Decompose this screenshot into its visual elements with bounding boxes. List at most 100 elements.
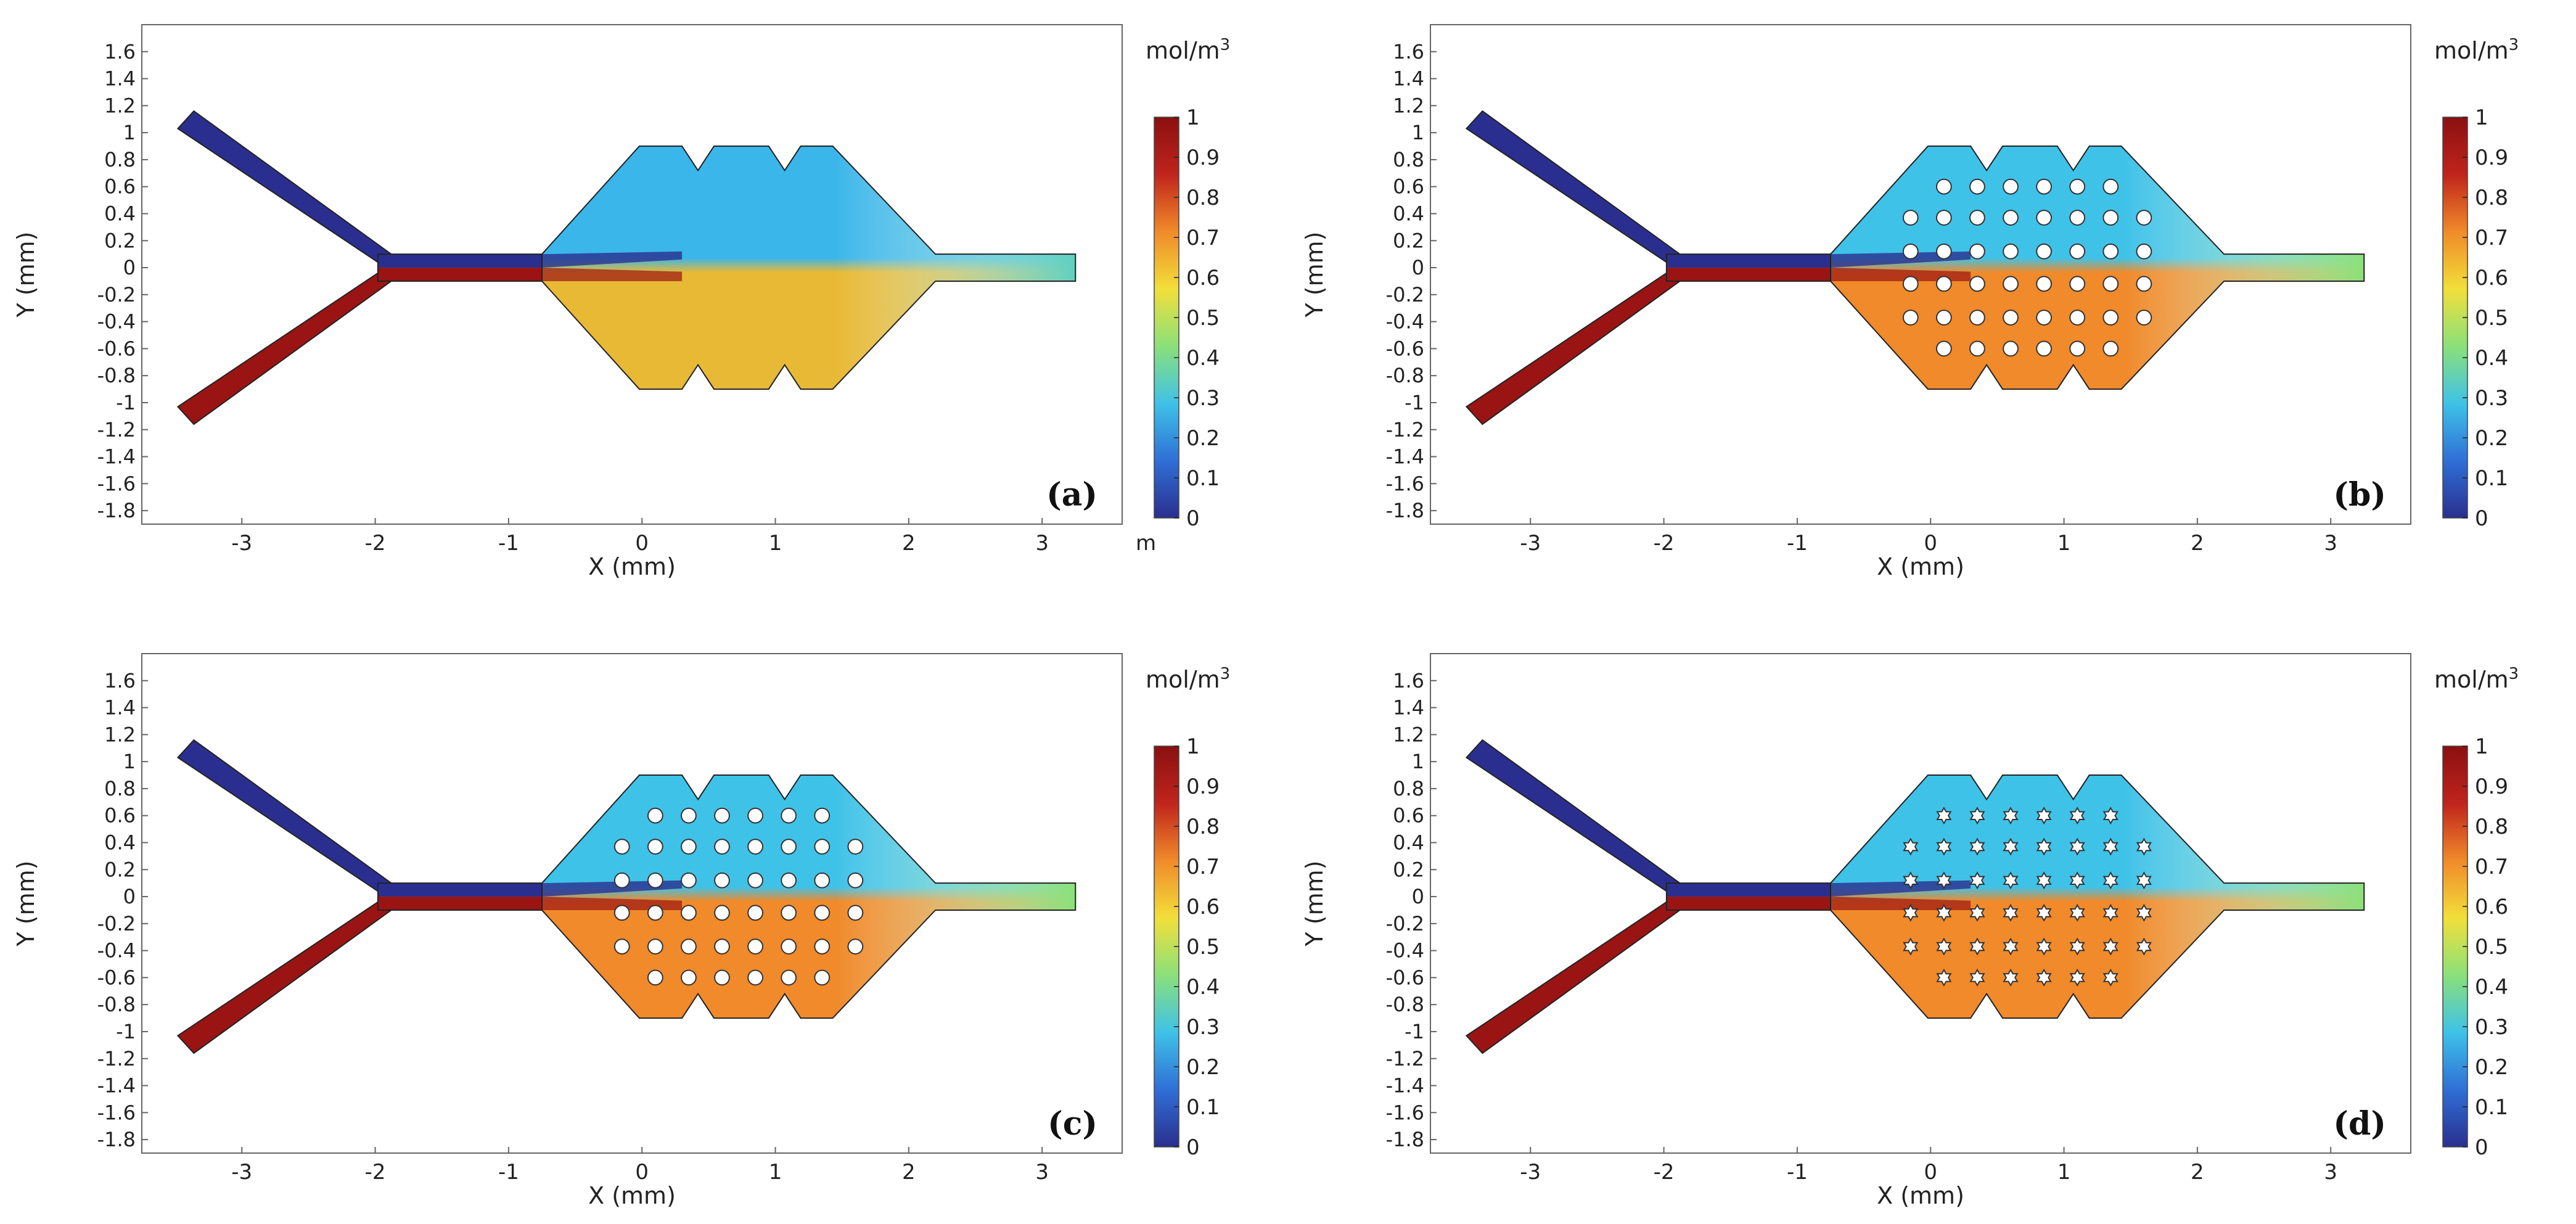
colorbar-tick-label: 0.4 — [1186, 975, 1220, 1000]
y-tick-label: 1.6 — [104, 669, 136, 692]
x-tick-label: 2 — [2191, 531, 2204, 556]
obstacle-star — [2069, 903, 2085, 922]
y-tick-label: 0.8 — [104, 777, 136, 800]
mixing-channel-upper — [1666, 254, 1831, 268]
obstacle-circle — [1969, 310, 1985, 326]
obstacle-circle — [2069, 340, 2086, 357]
obstacle-star — [2036, 903, 2052, 922]
x-axis-label: X (mm) — [588, 1182, 676, 1209]
y-tick-label: -1.8 — [97, 1128, 136, 1151]
colorbar-tick-label: 0.3 — [2475, 1015, 2508, 1040]
obstacle-star — [2136, 903, 2152, 922]
y-tick-label: 0.6 — [104, 175, 136, 199]
obstacle-circle — [2102, 178, 2119, 195]
obstacle-circle — [1969, 210, 1985, 226]
obstacle-circle — [2136, 310, 2152, 326]
chamber-outline — [1829, 774, 2365, 1019]
lower-jet — [1830, 268, 1971, 281]
mixing-channel-upper — [377, 254, 542, 268]
obstacle-star — [1936, 837, 1952, 856]
obstacle-star — [2003, 837, 2019, 856]
upper-jet — [541, 880, 683, 897]
y-tick-label: 0.2 — [1393, 229, 1424, 252]
obstacle-circle — [2003, 310, 2019, 326]
obstacle-circle — [2102, 310, 2119, 326]
obstacle-circle — [1902, 310, 1919, 326]
y-tick-label: 1.4 — [1393, 696, 1424, 720]
y-tick-label: 1 — [1412, 750, 1424, 773]
y-tick-label: -1.4 — [97, 445, 136, 469]
obstacle-circle — [1902, 210, 1919, 226]
y-tick-label: 1.6 — [104, 40, 136, 64]
obstacle-circle — [1935, 310, 1952, 326]
obstacle-circle — [714, 939, 730, 955]
obstacle-circle — [613, 839, 630, 855]
colorbar-tick-label: 0.1 — [2475, 466, 2508, 491]
colorbar-tick-label: 1 — [2475, 105, 2488, 130]
obstacle-circle — [714, 969, 730, 986]
obstacle-circle — [814, 939, 831, 955]
y-tick-label: -1.2 — [97, 1047, 136, 1070]
x-tick-label: -1 — [498, 1160, 519, 1185]
colorbar-tick-label: 0.6 — [2475, 266, 2508, 290]
x-tick-label: -2 — [1654, 1160, 1675, 1185]
obstacle-circle — [647, 807, 663, 824]
colorbar-tick-label: 0.5 — [1186, 935, 1220, 959]
y-tick-label: 0.2 — [1393, 858, 1424, 881]
obstacle-star — [2003, 807, 2019, 825]
x-tick-label: -1 — [498, 531, 519, 556]
y-axis-label: Y (mm) — [1301, 861, 1328, 947]
obstacle-circle — [747, 839, 764, 855]
y-tick-label: -0.2 — [97, 283, 136, 306]
obstacle-circle — [1935, 276, 1952, 292]
colorbar-tick-label: 0.4 — [2475, 975, 2508, 1000]
x-axis-label: X (mm) — [588, 553, 676, 580]
panel-label: (d) — [2333, 1105, 2386, 1143]
y-tick-label: 0.8 — [104, 148, 136, 171]
y-tick-label: -1.4 — [1386, 1074, 1424, 1098]
colorbar-tick-label: 0.7 — [1186, 855, 1220, 879]
obstacle-circle — [781, 807, 797, 824]
x-axis-label: X (mm) — [1877, 1182, 1964, 1209]
obstacle-circle — [647, 905, 663, 921]
obstacle-star — [2102, 807, 2119, 825]
obstacle-star — [1936, 807, 1952, 825]
colorbar-tick-label: 0.2 — [2475, 426, 2508, 451]
colorbar-tick-label: 0.9 — [2475, 146, 2508, 170]
y-tick-label: -1 — [1405, 391, 1424, 414]
colorbar-tick-label: 0.2 — [1186, 1055, 1220, 1080]
obstacle-circle — [747, 939, 764, 955]
x-tick-label: 2 — [902, 1160, 916, 1185]
y-tick-label: -1 — [116, 1020, 136, 1043]
obstacle-circle — [814, 872, 831, 889]
obstacle-star — [2036, 968, 2052, 987]
obstacle-circle — [2036, 310, 2053, 326]
colorbar-unit: mol/m3 — [1146, 36, 1230, 64]
y-tick-label: 1.4 — [104, 696, 136, 720]
colorbar-tick-label: 0.1 — [2475, 1095, 2508, 1120]
x-tick-label: 2 — [2191, 1160, 2204, 1185]
y-tick-label: 0.6 — [1393, 804, 1424, 828]
colorbar-tick-label: 0.8 — [1186, 186, 1220, 210]
y-axis-label: Y (mm) — [12, 861, 39, 947]
colorbar-tick-label: 0.9 — [2475, 774, 2508, 799]
x-tick-label: 3 — [2324, 531, 2337, 556]
y-tick-label: 1 — [1412, 121, 1424, 144]
y-tick-label: -0.8 — [97, 993, 136, 1016]
obstacle-star — [1936, 871, 1952, 890]
y-tick-label: 1.6 — [1393, 40, 1424, 64]
obstacle-star — [1969, 903, 1985, 922]
obstacle-circle — [2069, 310, 2086, 326]
y-tick-label: 0 — [1412, 256, 1424, 279]
mixing-channel-lower — [377, 268, 542, 281]
obstacle-circle — [781, 872, 797, 889]
obstacle-star — [1936, 937, 1952, 956]
y-tick-label: 0 — [123, 256, 136, 279]
mixing-channel-lower — [1666, 268, 1831, 281]
chamber-field-mixing — [541, 775, 1076, 1019]
obstacle-star — [1969, 807, 1985, 825]
chamber-outline — [541, 774, 1077, 1019]
colorbar-tick-label: 0.8 — [1186, 815, 1220, 839]
colorbar-tick-label: 0.9 — [1186, 774, 1220, 799]
